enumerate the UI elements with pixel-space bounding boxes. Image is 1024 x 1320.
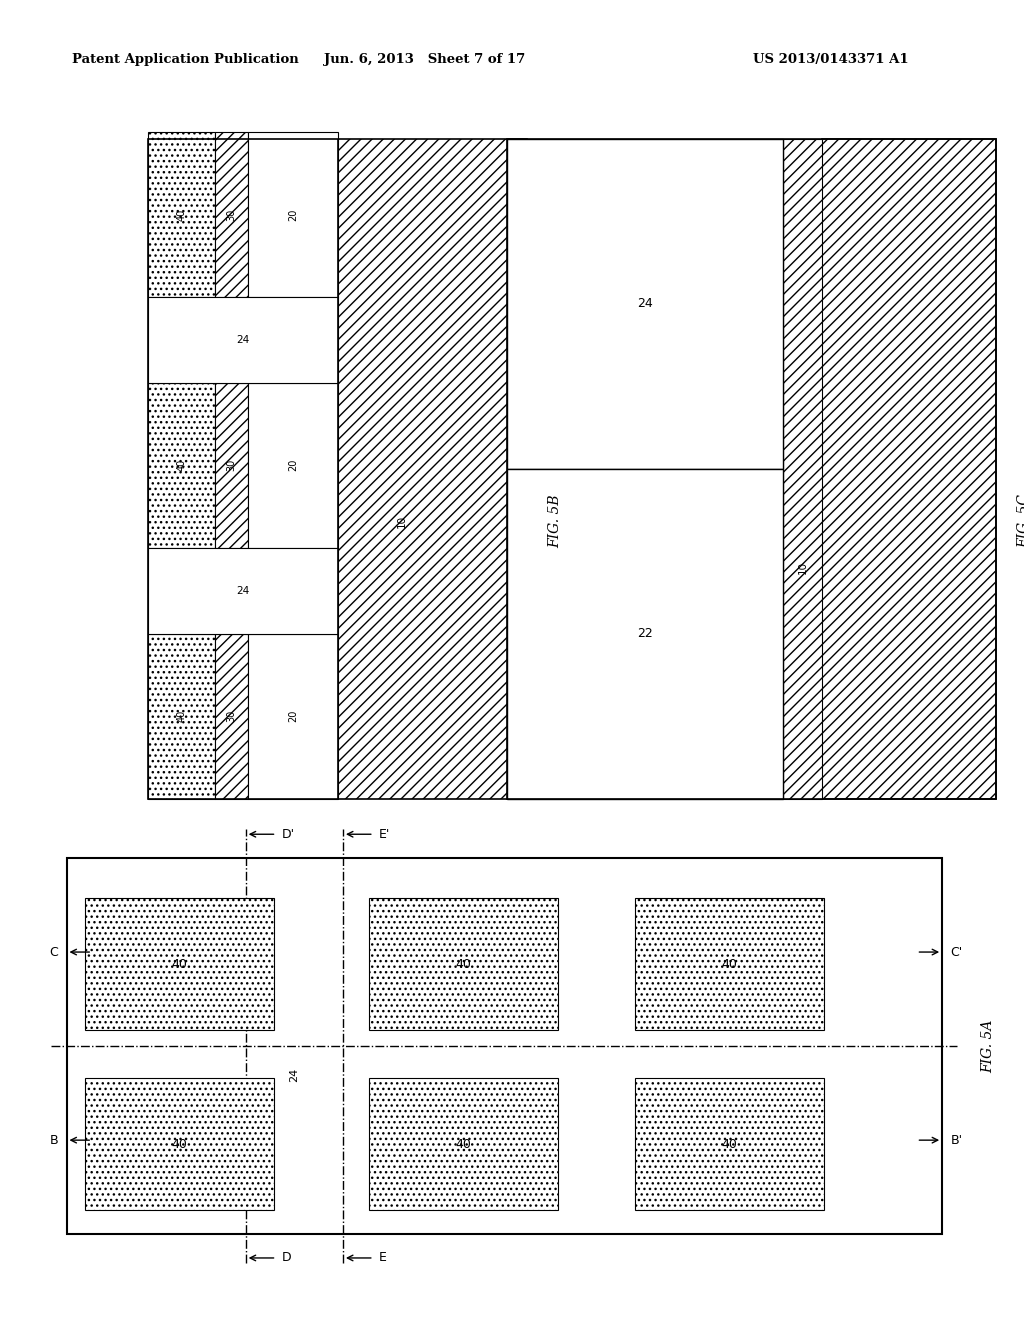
Bar — [369, 898, 558, 1030]
Bar — [783, 139, 822, 799]
Text: E': E' — [379, 828, 390, 841]
Bar — [148, 383, 215, 548]
Bar — [215, 132, 248, 297]
Text: C: C — [49, 945, 58, 958]
Text: D': D' — [282, 828, 295, 841]
Text: 30: 30 — [226, 710, 237, 722]
Bar — [635, 1078, 824, 1210]
Text: Jun. 6, 2013   Sheet 7 of 17: Jun. 6, 2013 Sheet 7 of 17 — [325, 53, 525, 66]
Bar — [338, 139, 527, 799]
Bar — [85, 1078, 274, 1210]
Text: 10: 10 — [798, 561, 808, 574]
Bar — [148, 139, 338, 799]
Bar — [148, 132, 215, 297]
Text: 30: 30 — [226, 459, 237, 471]
Bar — [507, 139, 996, 799]
Bar — [215, 634, 248, 799]
Text: D: D — [282, 1251, 291, 1265]
Text: 20: 20 — [288, 209, 298, 220]
Bar — [248, 634, 338, 799]
Bar — [507, 469, 783, 799]
Text: 24: 24 — [637, 297, 653, 310]
Text: Patent Application Publication: Patent Application Publication — [72, 53, 298, 66]
Text: B': B' — [950, 1134, 963, 1147]
Text: FIG. 5C: FIG. 5C — [1017, 495, 1024, 548]
Text: FIG. 5A: FIG. 5A — [981, 1019, 995, 1073]
Text: 40: 40 — [456, 1138, 471, 1151]
Text: 20: 20 — [288, 459, 298, 471]
Bar — [248, 383, 338, 548]
Bar — [369, 1078, 558, 1210]
Text: 22: 22 — [637, 627, 653, 640]
Text: 40: 40 — [722, 958, 737, 970]
Text: 30: 30 — [226, 209, 237, 220]
Text: 24: 24 — [237, 586, 250, 595]
Text: 24: 24 — [290, 1068, 299, 1082]
Bar — [148, 634, 215, 799]
Bar — [248, 132, 338, 297]
Bar — [85, 898, 274, 1030]
Text: FIG. 5B: FIG. 5B — [548, 495, 562, 548]
Text: 40: 40 — [177, 710, 186, 722]
Bar — [635, 898, 824, 1030]
Bar — [215, 383, 248, 548]
Text: 40: 40 — [172, 958, 187, 970]
Text: 40: 40 — [177, 459, 186, 471]
Text: 40: 40 — [172, 1138, 187, 1151]
Text: 20: 20 — [288, 710, 298, 722]
Text: 10: 10 — [397, 515, 407, 528]
Bar — [822, 139, 996, 799]
Text: 40: 40 — [456, 958, 471, 970]
Bar — [67, 858, 942, 1234]
Text: US 2013/0143371 A1: US 2013/0143371 A1 — [753, 53, 908, 66]
Text: E: E — [379, 1251, 387, 1265]
Bar — [507, 139, 783, 469]
Text: C': C' — [950, 945, 963, 958]
Text: 40: 40 — [177, 209, 186, 220]
Text: 24: 24 — [237, 335, 250, 345]
Bar — [148, 297, 338, 383]
Text: 40: 40 — [722, 1138, 737, 1151]
Bar — [148, 548, 338, 634]
Text: B: B — [50, 1134, 58, 1147]
